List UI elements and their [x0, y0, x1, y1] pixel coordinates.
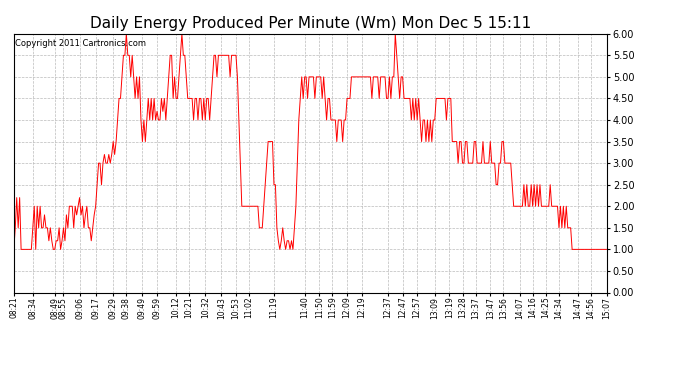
- Title: Daily Energy Produced Per Minute (Wm) Mon Dec 5 15:11: Daily Energy Produced Per Minute (Wm) Mo…: [90, 16, 531, 31]
- Text: Copyright 2011 Cartronics.com: Copyright 2011 Cartronics.com: [15, 39, 146, 48]
